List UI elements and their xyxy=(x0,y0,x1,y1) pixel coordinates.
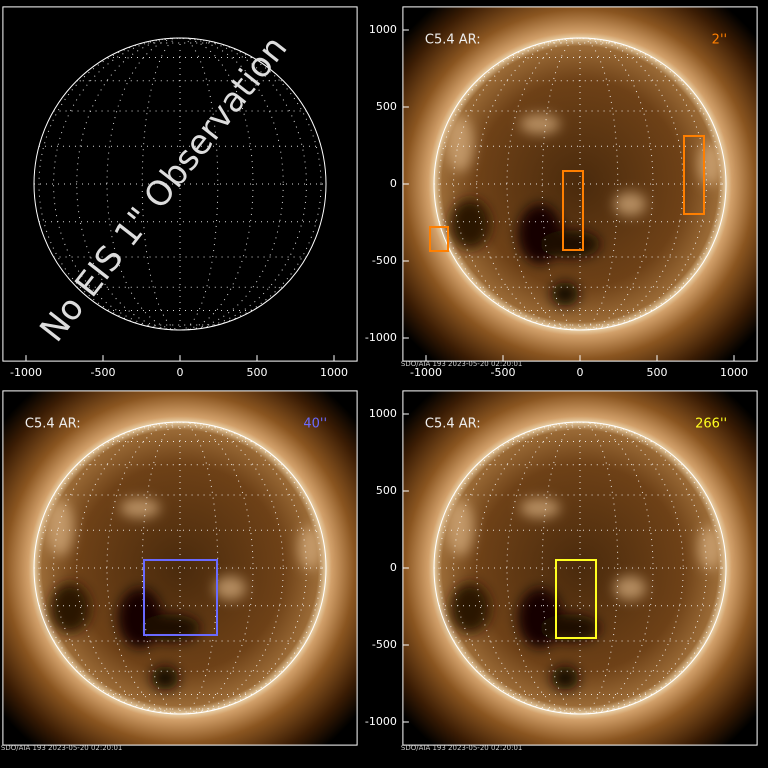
coronal-hole xyxy=(450,199,490,249)
y-tick-label: 500 xyxy=(376,484,397,497)
x-tick-label: -1000 xyxy=(410,366,442,379)
y-tick-label: 1000 xyxy=(369,23,397,36)
longitude xyxy=(541,37,619,331)
longitude xyxy=(38,37,322,331)
coronal-hole xyxy=(551,282,579,306)
eis-slit-box xyxy=(143,559,218,636)
bright-region xyxy=(614,576,646,600)
corona xyxy=(402,390,758,746)
bright-region xyxy=(698,526,722,570)
bright-region xyxy=(698,142,722,186)
longitude xyxy=(476,421,684,715)
x-tick-label: 0 xyxy=(577,366,584,379)
eis-slit-box xyxy=(562,170,584,251)
bright-region xyxy=(520,498,560,518)
y-tick-label: -500 xyxy=(372,638,397,651)
limb xyxy=(33,37,327,331)
x-tick-label: -500 xyxy=(91,366,116,379)
footer-text: SDO/AIA 193 2023-05-20 02:20:01 xyxy=(401,744,523,752)
solar-image xyxy=(402,6,758,362)
bright-region xyxy=(614,192,646,216)
eis-slit-box xyxy=(555,559,597,639)
slit-label: 2'' xyxy=(712,32,727,47)
longitude xyxy=(106,37,254,331)
longitude xyxy=(76,37,284,331)
corona xyxy=(2,390,358,746)
flare-label: C5.4 AR: xyxy=(425,32,481,47)
corona xyxy=(402,6,758,362)
limb xyxy=(33,421,327,715)
bright-region xyxy=(520,114,560,134)
bright-region xyxy=(120,498,160,518)
longitude xyxy=(106,421,254,715)
flare-label: C5.4 AR: xyxy=(25,416,81,431)
longitude xyxy=(506,421,654,715)
x-tick-label: -1000 xyxy=(10,366,42,379)
panel: -1000 -500 0 500 1000 1000 500 0 -500 -1000 C5.4 A… xyxy=(365,6,758,379)
eis-slit-box xyxy=(683,135,705,215)
bright-region xyxy=(446,500,474,556)
x-tick-label: -500 xyxy=(491,366,516,379)
limb xyxy=(433,37,727,331)
footer-text: SDO/AIA 193 2023-05-20 02:20:01 xyxy=(1,744,123,752)
longitude xyxy=(438,421,722,715)
features xyxy=(446,498,722,690)
longitude xyxy=(541,421,619,715)
slit-label: 40'' xyxy=(303,416,327,431)
coronal-hole xyxy=(151,666,179,690)
y-tick-label: 500 xyxy=(376,100,397,113)
longitude xyxy=(141,37,219,331)
x-tick-label: 500 xyxy=(247,366,268,379)
longitude xyxy=(438,37,722,331)
coronal-hole xyxy=(140,614,200,642)
y-tick-label: -500 xyxy=(372,254,397,267)
flare-label: C5.4 AR: xyxy=(425,416,481,431)
solar-image xyxy=(2,390,358,746)
panel: C5.4 AR: 40'' SDO/AIA 193 2023-05-20 02:20… xyxy=(1,390,358,752)
y-tick-label: -1000 xyxy=(365,331,397,344)
limb xyxy=(433,421,727,715)
x-tick-label: 0 xyxy=(177,366,184,379)
eis-slit-box xyxy=(429,226,449,252)
y-tick-label: 0 xyxy=(390,561,397,574)
y-tick-label: -1000 xyxy=(365,715,397,728)
x-tick-label: 500 xyxy=(647,366,668,379)
solar-image xyxy=(402,390,758,746)
coronal-hole xyxy=(540,230,600,258)
slit-label: 266'' xyxy=(695,416,727,431)
bright-region xyxy=(298,526,322,570)
footer-text: SDO/AIA 193 2023-05-20 02:20:01 xyxy=(401,360,523,368)
bright-region xyxy=(214,576,246,600)
coronal-hole xyxy=(450,583,490,633)
bright-region xyxy=(446,116,474,172)
solar-image xyxy=(33,37,327,331)
longitude xyxy=(506,37,654,331)
bright-region xyxy=(46,500,74,556)
longitude xyxy=(76,421,284,715)
x-tick-label: 1000 xyxy=(720,366,748,379)
y-tick-label: 1000 xyxy=(369,407,397,420)
panel: 1000 500 0 -500 -1000 C5.4 AR: 266'' SDO/AIA 19… xyxy=(365,390,758,752)
x-tick-label: 1000 xyxy=(320,366,348,379)
coronal-hole xyxy=(551,666,579,690)
longitude xyxy=(38,421,322,715)
coronal-hole xyxy=(50,583,90,633)
plot-frame xyxy=(2,390,358,746)
y-tick-label: 0 xyxy=(390,177,397,190)
